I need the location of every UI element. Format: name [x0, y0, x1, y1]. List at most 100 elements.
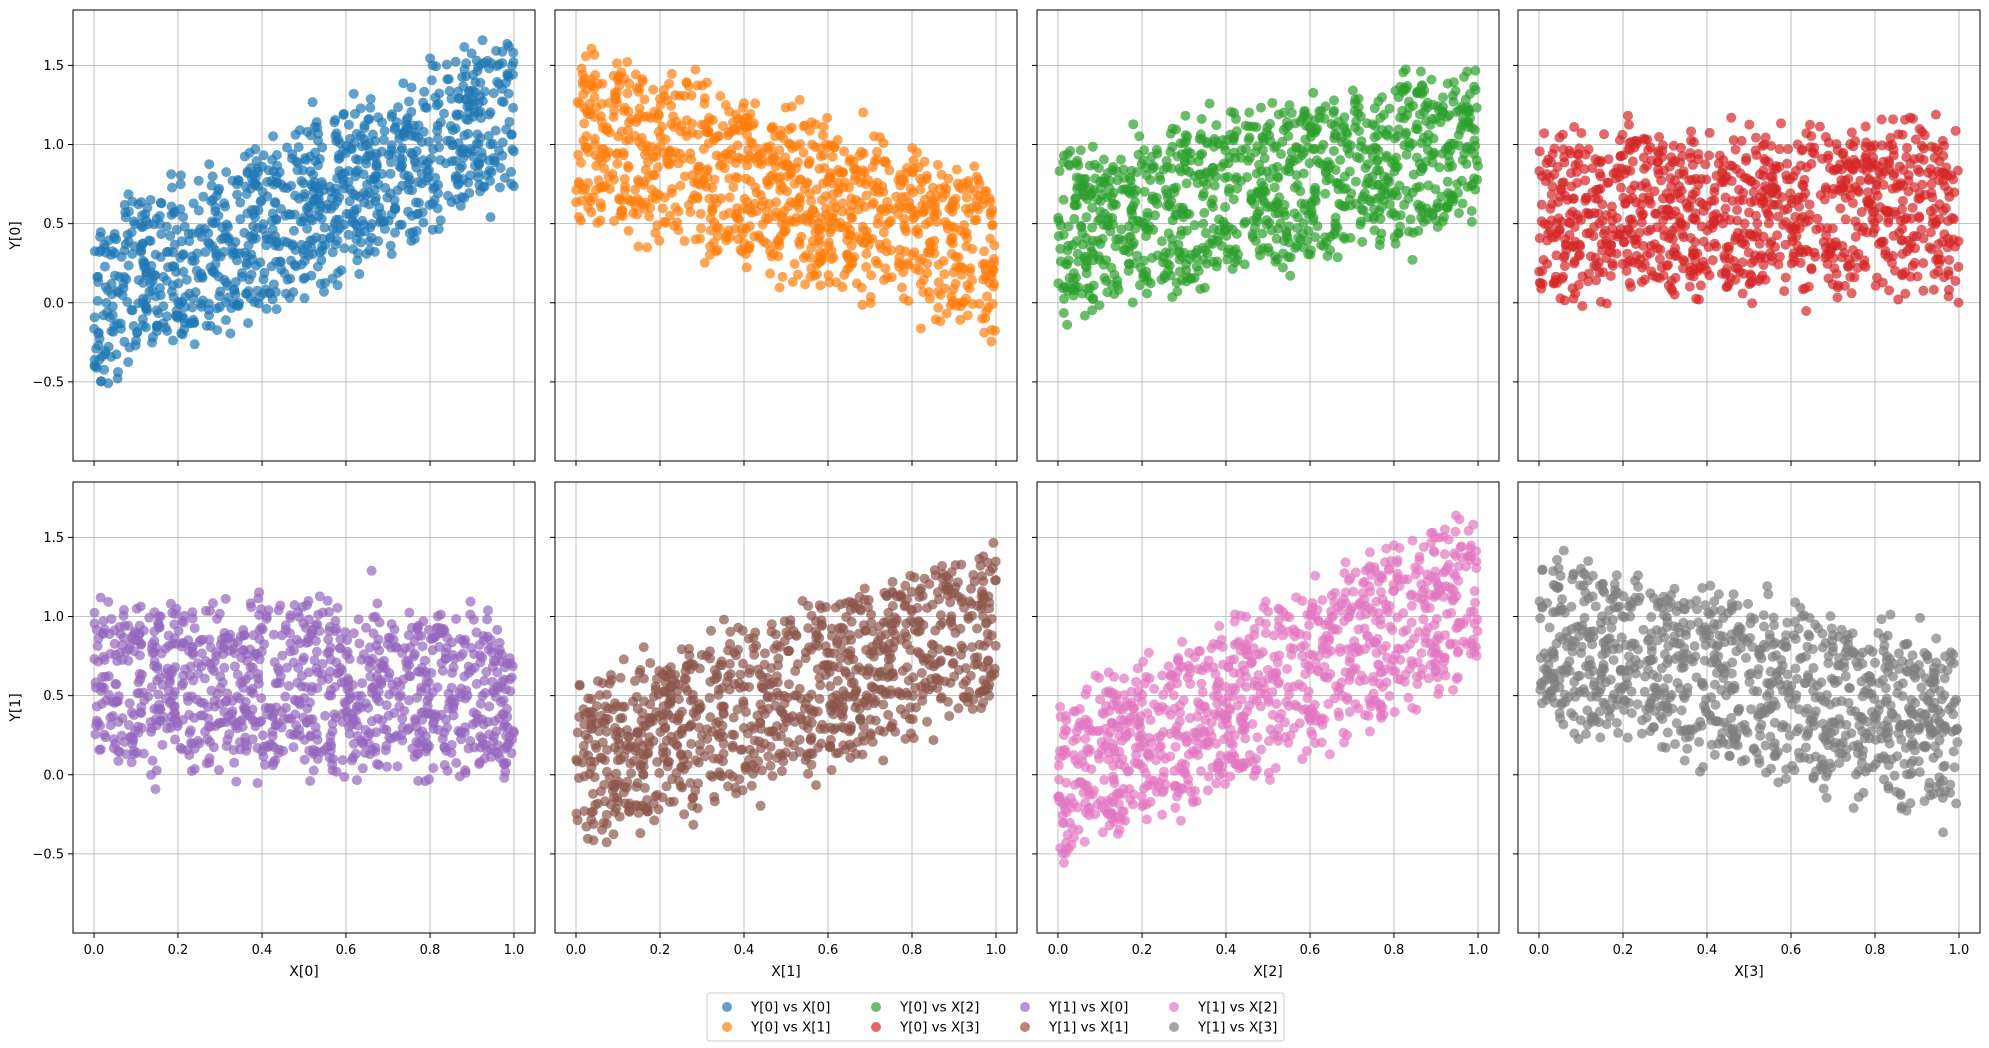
data-point	[1735, 168, 1746, 179]
data-point	[1264, 172, 1275, 183]
data-point	[1628, 235, 1639, 246]
series-y-0-vs-x-2-	[1053, 64, 1483, 330]
data-point	[496, 649, 507, 660]
data-point	[1737, 288, 1748, 299]
data-point	[694, 179, 705, 190]
data-point	[1929, 268, 1940, 279]
data-point	[1706, 196, 1717, 207]
data-point	[579, 118, 590, 129]
data-point	[1635, 254, 1646, 265]
data-point	[280, 620, 291, 631]
data-point	[1910, 134, 1921, 145]
data-point	[154, 283, 165, 294]
data-point	[155, 251, 166, 262]
data-point	[1069, 213, 1080, 224]
data-point	[1243, 134, 1254, 145]
data-point	[1888, 114, 1899, 125]
data-point	[1730, 144, 1741, 155]
data-point	[441, 642, 452, 653]
data-point	[1730, 274, 1741, 285]
data-point	[410, 713, 421, 724]
data-point	[865, 297, 876, 308]
data-point	[1835, 203, 1846, 214]
data-point	[323, 634, 334, 645]
data-point	[1704, 127, 1715, 138]
data-point	[1353, 93, 1364, 104]
data-point	[1686, 135, 1697, 146]
data-point	[1329, 95, 1340, 106]
data-point	[1831, 268, 1842, 279]
data-point	[1863, 187, 1874, 198]
data-point	[1830, 164, 1841, 175]
data-point	[650, 228, 661, 239]
data-point	[573, 212, 584, 223]
data-point	[156, 229, 167, 240]
data-point	[1466, 180, 1477, 191]
data-point	[267, 208, 278, 219]
data-point	[135, 601, 146, 612]
data-point	[1863, 198, 1874, 209]
data-point	[1828, 183, 1839, 194]
data-point	[821, 222, 832, 233]
data-point	[1079, 310, 1090, 321]
data-point	[739, 115, 750, 126]
data-point	[1849, 182, 1860, 193]
data-point	[1357, 236, 1368, 247]
data-point	[406, 82, 417, 93]
data-point	[837, 206, 848, 217]
data-point	[451, 757, 462, 768]
data-point	[508, 102, 519, 113]
data-point	[392, 761, 403, 772]
data-point	[1573, 280, 1584, 291]
data-point	[370, 611, 381, 622]
data-point	[880, 263, 891, 274]
data-point	[1950, 275, 1961, 286]
data-point	[251, 260, 262, 271]
data-point	[846, 240, 857, 251]
data-point	[1711, 170, 1722, 181]
data-point	[397, 713, 408, 724]
data-point	[1607, 215, 1618, 226]
data-point	[1219, 172, 1230, 183]
data-point	[296, 176, 307, 187]
data-point	[1084, 160, 1095, 171]
data-point	[1471, 102, 1482, 113]
data-point	[1230, 257, 1241, 268]
data-point	[1750, 210, 1761, 221]
data-point	[1597, 199, 1608, 210]
data-point	[485, 212, 496, 223]
data-point	[822, 112, 833, 123]
data-point	[1058, 194, 1069, 205]
data-point	[1917, 179, 1928, 190]
data-point	[1771, 161, 1782, 172]
series-y-1-vs-x-0-	[89, 565, 519, 795]
axes-frame	[1517, 9, 1981, 462]
data-point	[268, 279, 279, 290]
data-point	[447, 156, 458, 167]
data-point	[327, 247, 338, 258]
data-point	[1360, 144, 1371, 155]
data-point	[1087, 222, 1098, 233]
data-point	[1732, 204, 1743, 215]
data-point	[1773, 211, 1784, 222]
data-point	[1900, 114, 1911, 125]
data-point	[1720, 253, 1731, 264]
data-point	[1126, 165, 1137, 176]
data-point	[365, 102, 376, 113]
data-point	[1459, 148, 1470, 159]
data-point	[622, 88, 633, 99]
data-point	[1320, 168, 1331, 179]
data-point	[1081, 212, 1092, 223]
data-point	[1225, 106, 1236, 117]
data-point	[167, 182, 178, 193]
data-point	[1591, 260, 1602, 271]
data-point	[160, 643, 171, 654]
data-point	[583, 202, 594, 213]
data-point	[980, 313, 991, 324]
data-point	[666, 100, 677, 111]
data-point	[979, 246, 990, 257]
data-point	[1880, 249, 1891, 260]
data-point	[1669, 289, 1680, 300]
data-point	[492, 624, 503, 635]
data-point	[846, 212, 857, 223]
